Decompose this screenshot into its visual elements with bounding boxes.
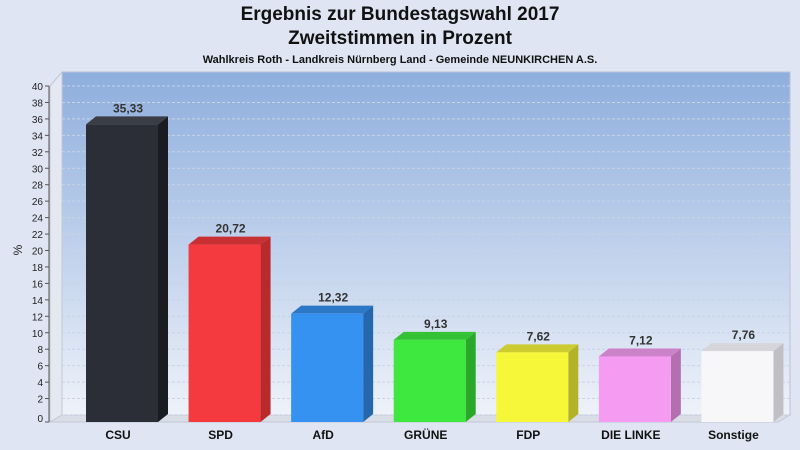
bar-front — [701, 351, 774, 422]
bar-front — [291, 313, 364, 422]
bar: 7,76 — [701, 328, 784, 422]
bar-side — [363, 305, 374, 422]
y-tick-label: 18 — [32, 263, 44, 274]
bar-front — [86, 124, 158, 422]
y-tick-label: 0 — [37, 414, 43, 425]
bar-front — [188, 244, 261, 422]
bar: 12,32 — [291, 291, 374, 422]
bar-front — [496, 352, 569, 422]
bar: 35,33 — [86, 101, 168, 422]
y-tick-label: 24 — [32, 214, 44, 225]
bar-top — [188, 236, 271, 245]
bar-top — [86, 116, 168, 125]
x-tick-label: AfD — [312, 428, 334, 442]
x-tick-label: DIE LINKE — [601, 428, 660, 442]
y-tick-label: 40 — [32, 82, 44, 93]
bar-side — [260, 236, 271, 422]
bar-side — [568, 344, 579, 422]
y-tick-label: 36 — [32, 115, 44, 126]
y-tick-label: 34 — [32, 131, 44, 142]
y-tick-label: 38 — [32, 98, 44, 109]
chart-title: Ergebnis zur Bundestagswahl 2017 — [240, 4, 560, 25]
bar-value-label: 12,32 — [318, 291, 348, 305]
bar-value-label: 7,76 — [732, 328, 756, 342]
chart-subtitle: Zweitstimmen in Prozent — [288, 28, 512, 49]
bar-side — [670, 348, 681, 422]
bar-side — [158, 116, 168, 422]
x-tick-label: CSU — [105, 428, 130, 442]
bar-value-label: 7,12 — [629, 333, 653, 347]
y-axis-label: % — [11, 244, 25, 255]
y-tick-label: 26 — [32, 197, 44, 208]
bar: 7,12 — [598, 333, 681, 422]
bar-top — [393, 331, 476, 340]
y-tick-label: 10 — [32, 329, 44, 340]
bar-value-label: 20,72 — [216, 222, 246, 236]
y-tick-label: 32 — [32, 148, 44, 159]
x-tick-label: Sonstige — [708, 428, 759, 442]
plot-left-wall — [49, 70, 63, 423]
y-tick-label: 30 — [32, 164, 44, 175]
y-tick-label: 6 — [37, 362, 43, 373]
bar-side — [773, 343, 784, 422]
y-tick-label: 28 — [32, 181, 44, 192]
bar: 9,13 — [393, 317, 476, 422]
bar-side — [465, 331, 476, 422]
bar-value-label: 7,62 — [527, 329, 551, 343]
y-tick-label: 16 — [32, 279, 44, 290]
bar: 20,72 — [188, 222, 271, 422]
y-tick-label: 22 — [32, 230, 44, 241]
y-tick-label: 20 — [32, 247, 44, 258]
bar-front — [598, 356, 671, 422]
bar-top — [701, 343, 784, 352]
chart-caption: Wahlkreis Roth - Landkreis Nürnberg Land… — [202, 54, 598, 66]
y-tick-label: 2 — [37, 395, 43, 406]
bar-value-label: 9,13 — [424, 317, 448, 331]
bar-top — [291, 305, 374, 314]
bar-top — [598, 348, 681, 357]
bar-top — [496, 344, 579, 353]
x-tick-label: GRÜNE — [404, 427, 447, 442]
y-tick-label: 14 — [32, 296, 44, 307]
bar: 7,62 — [496, 329, 579, 422]
y-tick-label: 8 — [37, 345, 43, 356]
y-tick-label: 4 — [37, 378, 43, 389]
bar-front — [393, 339, 466, 422]
bar-value-label: 35,33 — [113, 101, 143, 115]
y-tick-label: 12 — [32, 312, 44, 323]
x-tick-label: SPD — [208, 428, 233, 442]
x-tick-label: FDP — [516, 428, 540, 442]
